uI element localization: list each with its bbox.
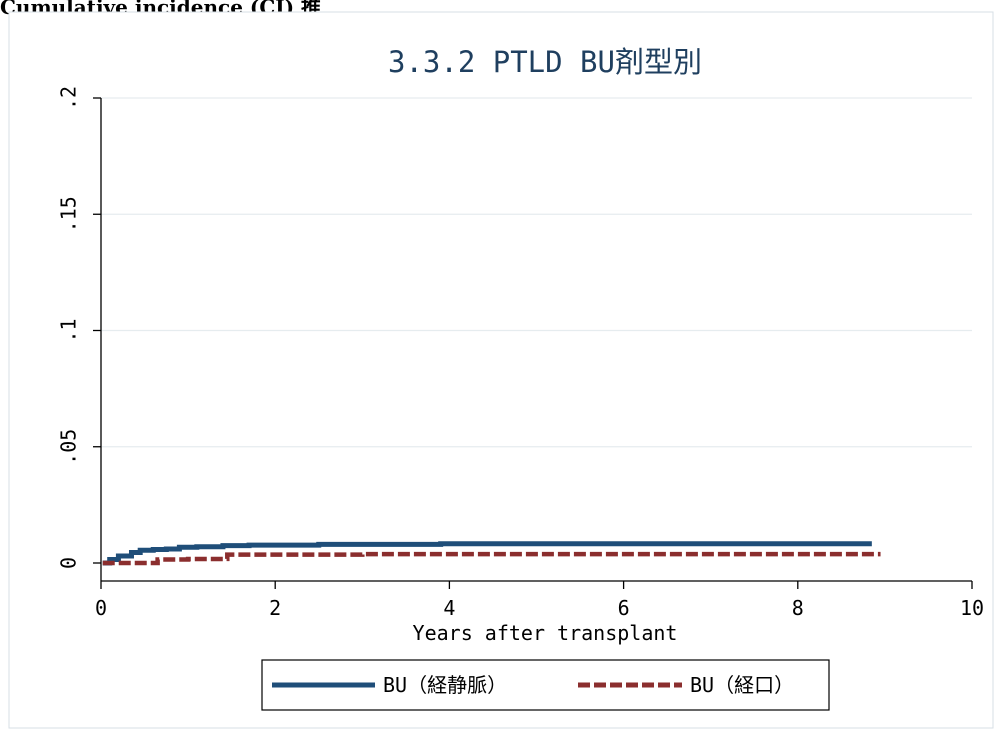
series-lines (102, 541, 881, 566)
legend: BU（経静脈） BU（経口） (261, 659, 830, 711)
chart-title: 3.3.2 PTLD BU剤型別 (388, 45, 702, 79)
x-tick-label: 0 (95, 596, 107, 620)
legend-label-1: BU（経静脈） (383, 673, 507, 697)
x-tick-label: 2 (269, 596, 281, 620)
y-tick-label: .1 (57, 318, 81, 342)
x-tick-label: 10 (960, 596, 984, 620)
x-axis-ticks: 0 2 4 6 8 10 (95, 581, 984, 620)
y-tick-label: 0 (57, 557, 81, 569)
y-axis-ticks: 0 .05 .1 .15 .2 (57, 86, 101, 569)
x-tick-label: 6 (618, 596, 630, 620)
y-tick-label: .2 (57, 86, 81, 110)
graph-region (8, 11, 994, 729)
axes (100, 98, 972, 582)
series-line-1 (102, 541, 872, 566)
x-tick-label: 8 (792, 596, 804, 620)
x-axis-label: Years after transplant (413, 621, 678, 645)
y-tick-label: .05 (57, 429, 81, 465)
series-line-2 (102, 551, 881, 566)
legend-label-2: BU（経口） (690, 673, 794, 697)
y-tick-label: .15 (57, 196, 81, 232)
gridlines (101, 97, 972, 448)
x-tick-label: 4 (443, 596, 455, 620)
